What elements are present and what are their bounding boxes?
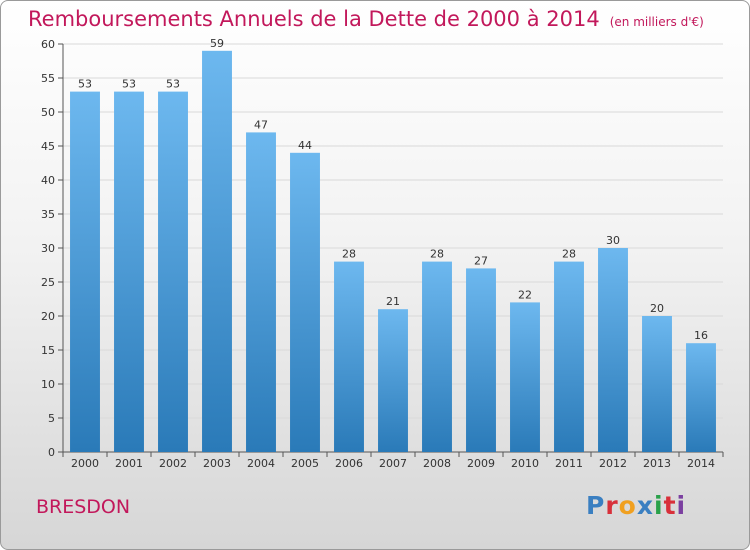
y-tick-label: 30 <box>41 242 55 255</box>
labels: 0 5 10 15 20 25 30 35 40 45 50 55 60 53 2000 53 2001 53 20… <box>41 37 715 470</box>
bar-2009 <box>466 268 496 452</box>
y-tick-label: 15 <box>41 344 55 357</box>
bar-2000 <box>70 91 100 452</box>
chart-title-text: Remboursements Annuels de la Dette de 20… <box>28 7 600 31</box>
bar-2007 <box>378 309 408 452</box>
y-tick-label: 35 <box>41 208 55 221</box>
logo-letter: r <box>605 491 619 520</box>
value-label-2013: 20 <box>650 302 664 315</box>
x-tick-label-2009: 2009 <box>467 457 495 470</box>
value-label-2006: 28 <box>342 248 356 261</box>
logo-letter: P <box>586 491 606 520</box>
bar-2012 <box>598 248 628 452</box>
value-label-2005: 44 <box>298 139 312 152</box>
x-tick-label-2013: 2013 <box>643 457 671 470</box>
chart-title: Remboursements Annuels de la Dette de 20… <box>28 7 704 31</box>
commune-name: BRESDON <box>36 496 131 518</box>
x-tick-label-2003: 2003 <box>203 457 231 470</box>
value-label-2003: 59 <box>210 37 224 50</box>
value-label-2014: 16 <box>694 329 708 342</box>
y-tick-label: 40 <box>41 174 55 187</box>
value-label-2012: 30 <box>606 234 620 247</box>
x-tick-label-2002: 2002 <box>159 457 187 470</box>
bar-2011 <box>554 261 584 452</box>
y-tick-label: 5 <box>48 412 55 425</box>
value-label-2007: 21 <box>386 295 400 308</box>
y-tick-label: 0 <box>48 446 55 459</box>
x-tick-label-2005: 2005 <box>291 457 319 470</box>
value-label-2011: 28 <box>562 248 576 261</box>
x-tick-label-2001: 2001 <box>115 457 143 470</box>
x-tick-label-2014: 2014 <box>687 457 715 470</box>
bar-2006 <box>334 261 364 452</box>
value-label-2002: 53 <box>166 78 180 91</box>
y-tick-label: 55 <box>41 72 55 85</box>
x-tick-label-2000: 2000 <box>71 457 99 470</box>
value-label-2004: 47 <box>254 118 268 131</box>
x-tick-label-2007: 2007 <box>379 457 407 470</box>
x-tick-label-2010: 2010 <box>511 457 539 470</box>
x-tick-label-2004: 2004 <box>247 457 275 470</box>
proxiti-logo[interactable]: Proxiti <box>586 491 686 520</box>
bar-2004 <box>246 132 276 452</box>
y-tick-label: 50 <box>41 106 55 119</box>
x-tick-label-2012: 2012 <box>599 457 627 470</box>
logo-letter: o <box>618 491 637 520</box>
bar-2008 <box>422 261 452 452</box>
logo-letter: i <box>676 491 687 520</box>
chart-title-unit: (en milliers d'€) <box>609 15 704 29</box>
logo-letter: x <box>636 491 654 520</box>
y-tick-label: 45 <box>41 140 55 153</box>
value-label-2009: 27 <box>474 254 488 267</box>
bar-2013 <box>642 316 672 452</box>
y-tick-label: 20 <box>41 310 55 323</box>
value-label-2010: 22 <box>518 288 532 301</box>
x-tick-label-2006: 2006 <box>335 457 363 470</box>
bar-2001 <box>114 91 144 452</box>
x-tick-label-2008: 2008 <box>423 457 451 470</box>
bar-2014 <box>686 343 716 452</box>
value-label-2001: 53 <box>122 78 136 91</box>
bar-2003 <box>202 50 232 453</box>
bar-2005 <box>290 152 320 453</box>
bar-2010 <box>510 302 540 452</box>
logo-letter: i <box>654 491 664 520</box>
bars <box>70 50 716 453</box>
y-tick-label: 10 <box>41 378 55 391</box>
y-tick-label: 25 <box>41 276 55 289</box>
x-tick-label-2011: 2011 <box>555 457 583 470</box>
value-label-2008: 28 <box>430 248 444 261</box>
bar-2002 <box>158 91 188 452</box>
logo-letter: t <box>663 491 677 520</box>
y-tick-label: 60 <box>41 38 55 51</box>
value-label-2000: 53 <box>78 78 92 91</box>
